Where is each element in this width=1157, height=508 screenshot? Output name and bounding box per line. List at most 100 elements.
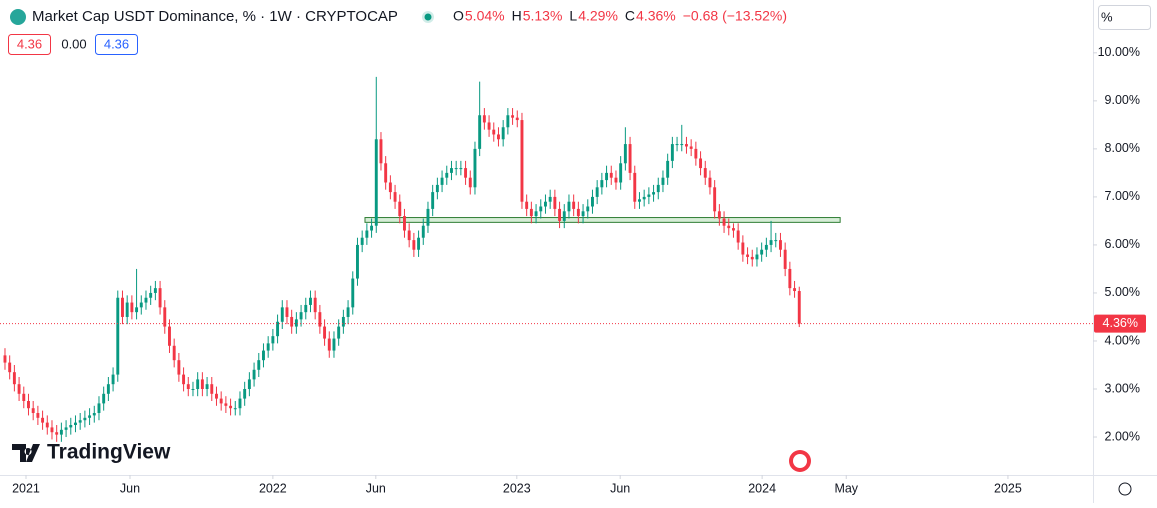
candle-body — [586, 206, 590, 212]
ohlc-value: 4.36% — [636, 8, 676, 24]
candle-body — [468, 177, 472, 188]
candle-body — [534, 211, 538, 217]
candle-body — [764, 244, 768, 250]
candle-body — [600, 180, 604, 188]
candle-body — [116, 297, 120, 375]
candle-body — [525, 201, 529, 209]
candle-body — [299, 312, 303, 320]
candle-body — [238, 398, 242, 409]
y-tick-label: 2.00% — [1105, 429, 1140, 443]
candle-body — [55, 432, 59, 435]
candle-body — [431, 192, 435, 209]
candle-body — [459, 168, 463, 170]
candle-body — [271, 336, 275, 344]
candle-body — [257, 360, 261, 370]
candle-body — [313, 297, 317, 313]
candle-body — [511, 115, 515, 118]
last-price-tag — [1094, 314, 1146, 333]
candle-body — [196, 379, 200, 389]
candle-body — [440, 177, 444, 185]
candle-body — [351, 278, 355, 308]
candle-body — [755, 254, 759, 260]
candle-body — [36, 413, 40, 418]
candle-body — [567, 201, 571, 212]
candle-body — [74, 422, 77, 426]
candle-body — [158, 288, 162, 308]
candle-body — [323, 326, 327, 339]
ohlc-key: H — [512, 8, 522, 24]
symbol-title[interactable]: Market Cap USDT Dominance, % · 1W · CRYP… — [32, 8, 398, 25]
candle-body — [172, 345, 176, 361]
box-frame[interactable] — [8, 34, 51, 55]
candle-body — [341, 316, 345, 327]
brand-icon — [12, 444, 40, 462]
y-tick-label: 3.00% — [1105, 381, 1140, 395]
event-flag-inner — [793, 454, 807, 468]
candle-body — [88, 415, 92, 418]
candle-body — [247, 379, 251, 389]
x-tick-label: 2025 — [994, 481, 1022, 495]
box-frame[interactable] — [95, 34, 138, 55]
candle-body — [788, 268, 792, 289]
box-value[interactable]: 4.36 — [104, 36, 129, 51]
symbol-icon[interactable] — [10, 9, 26, 25]
candle-body — [22, 393, 26, 402]
candle-body — [215, 393, 218, 399]
candle-body — [50, 427, 54, 433]
candle-body — [473, 148, 477, 188]
candle-body — [168, 326, 171, 346]
last-price-label: 4.36% — [1103, 316, 1138, 330]
candle-body — [581, 211, 585, 217]
candle-body — [177, 360, 181, 375]
candle-body — [633, 172, 637, 202]
candle-body — [17, 384, 21, 394]
candle-body — [12, 372, 16, 385]
candle-body — [746, 254, 750, 257]
candle-body — [219, 398, 223, 404]
box-value[interactable]: 4.36 — [17, 36, 42, 51]
candle-body — [262, 350, 265, 361]
candle-body — [736, 230, 740, 243]
candle-body — [793, 288, 797, 292]
candle-body — [689, 146, 693, 149]
scale-button[interactable] — [1098, 5, 1151, 30]
candle-body — [675, 144, 679, 146]
candle-body — [666, 160, 670, 178]
candle-body — [741, 242, 745, 255]
candle-body — [492, 129, 496, 135]
candle-body — [379, 139, 383, 164]
candle-body — [309, 297, 312, 305]
ohlc-legend: O 5.04% H 5.13% L 4.29% C 4.36% — [453, 8, 676, 24]
status-dot — [424, 13, 432, 21]
candle-body — [285, 307, 289, 317]
candle-body — [266, 343, 270, 351]
candle-body — [464, 168, 468, 178]
candle-body — [78, 420, 82, 423]
candle-body — [384, 163, 388, 183]
candle-body — [572, 201, 576, 209]
candle-body — [685, 144, 688, 147]
candle-body — [708, 177, 712, 188]
candle-body — [576, 208, 580, 217]
scale-button-label[interactable]: % — [1101, 9, 1113, 24]
candle-body — [346, 307, 350, 317]
candle-body — [243, 388, 247, 399]
candle-body — [200, 379, 204, 389]
candle-body — [515, 117, 519, 121]
candle-body — [548, 196, 552, 202]
candle-body — [407, 230, 411, 241]
x-tick-label: Jun — [120, 481, 140, 495]
brand-logo[interactable]: TradingView — [12, 441, 171, 464]
candle-body — [130, 302, 134, 313]
candle-body — [41, 417, 45, 423]
x-tick-label: 2023 — [503, 481, 531, 495]
candle-body — [106, 384, 110, 394]
settings-icon[interactable] — [1118, 482, 1132, 496]
candle-body — [497, 134, 500, 140]
candle-body — [111, 374, 115, 385]
candle-body — [703, 168, 707, 178]
y-tick-label: 5.00% — [1105, 285, 1140, 299]
candle-body — [31, 408, 35, 414]
candle-body — [83, 417, 87, 421]
